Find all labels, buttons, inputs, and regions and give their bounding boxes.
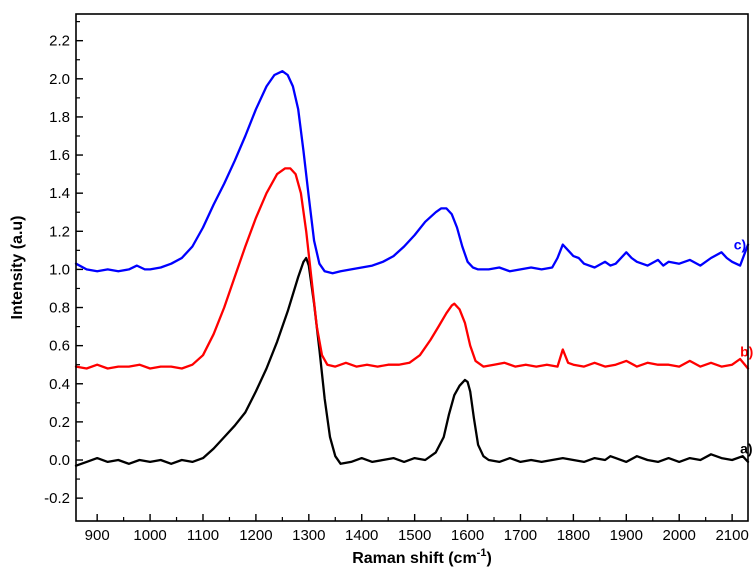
- series-line-c: [74, 70, 750, 275]
- x-tick-label: 1900: [610, 527, 643, 544]
- x-axis-title-main: Raman shift (cm: [352, 550, 476, 567]
- x-tick-label: 1800: [557, 527, 590, 544]
- y-tick-label: 0.0: [49, 452, 70, 469]
- y-axis-title: Intensity (a.u): [9, 215, 26, 319]
- x-tick-label: 1500: [398, 527, 431, 544]
- y-axis-ticks: -0.2 0.0 0.2 0.4 0.6 0.8 1.0 1.2 1.4 1.6 1.8 2.0 2.2: [44, 21, 83, 507]
- x-axis-title-superscript: -1: [477, 547, 487, 559]
- x-tick-label: 1000: [133, 527, 166, 544]
- x-tick-label: 1400: [345, 527, 378, 544]
- y-tick-label: 1.2: [49, 223, 70, 240]
- x-tick-label: 900: [85, 527, 110, 544]
- x-axis-title-close: ): [486, 550, 491, 567]
- x-axis-ticks: 900 1000 1100 1200 1300 1400 1500 1600 1700 1800 1…: [85, 514, 749, 544]
- y-tick-label: -0.2: [44, 490, 70, 507]
- y-tick-label: 1.8: [49, 109, 70, 126]
- x-tick-label: 2100: [715, 527, 748, 544]
- series-lines: [74, 70, 750, 467]
- y-tick-label: 0.8: [49, 300, 70, 317]
- y-tick-label: 0.6: [49, 338, 70, 355]
- series-label-b: b): [740, 343, 753, 359]
- series-labels: a) b) c): [734, 237, 754, 457]
- x-tick-label: 1200: [239, 527, 272, 544]
- x-tick-label: 1700: [504, 527, 537, 544]
- series-line-b: [74, 167, 750, 370]
- y-tick-label: 1.4: [49, 185, 70, 202]
- series-label-a: a): [740, 441, 752, 457]
- y-tick-label: 1.6: [49, 147, 70, 164]
- series-label-c: c): [734, 237, 746, 253]
- x-tick-label: 2000: [663, 527, 696, 544]
- x-tick-label: 1100: [187, 527, 219, 544]
- y-tick-label: 1.0: [49, 261, 70, 278]
- x-tick-label: 1300: [292, 527, 325, 544]
- y-tick-label: 2.0: [49, 71, 70, 88]
- y-tick-label: 2.2: [49, 33, 70, 50]
- x-axis-title: Raman shift (cm-1): [352, 547, 492, 567]
- x-tick-label: 1600: [451, 527, 484, 544]
- series-line-a: [74, 256, 750, 467]
- plot-frame: [75, 13, 749, 522]
- y-tick-label: 0.4: [49, 376, 70, 393]
- y-tick-label: 0.2: [49, 414, 70, 431]
